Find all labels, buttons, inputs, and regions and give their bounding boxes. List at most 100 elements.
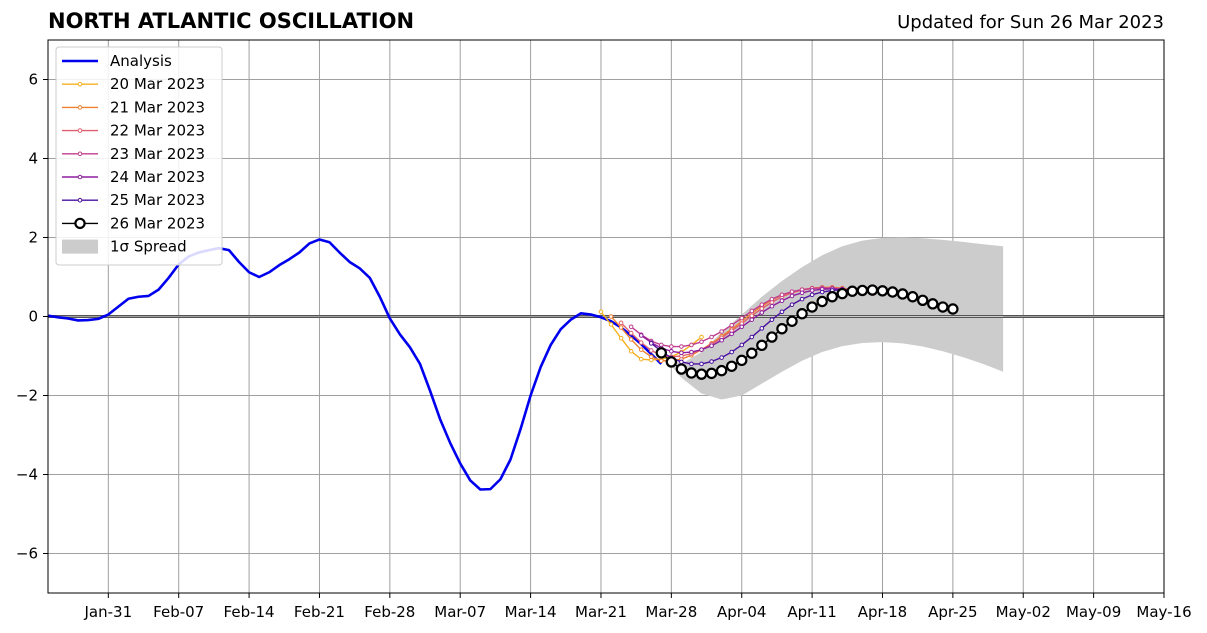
- series-line: [650, 288, 863, 365]
- data-point: [779, 298, 785, 304]
- data-point: [695, 368, 708, 380]
- data-point: [736, 354, 748, 367]
- data-point: [779, 292, 785, 298]
- data-point: [648, 348, 654, 353]
- legend-label: 24 Mar 2023: [110, 168, 205, 186]
- data-point: [679, 344, 684, 349]
- data-point: [906, 291, 919, 303]
- legend-item: 20 Mar 2023: [62, 75, 205, 93]
- data-point: [729, 322, 734, 328]
- data-point: [786, 315, 798, 327]
- data-point: [628, 324, 634, 330]
- data-point: [866, 284, 879, 296]
- data-point: [769, 303, 775, 309]
- data-point: [749, 313, 755, 319]
- y-tick-label: 4: [28, 150, 38, 168]
- legend-swatch: [62, 239, 98, 254]
- data-point: [816, 295, 828, 308]
- data-point: [766, 331, 778, 343]
- data-point: [746, 347, 758, 359]
- data-point: [669, 344, 674, 349]
- x-tick-label: Feb-07: [153, 603, 204, 621]
- data-point: [638, 356, 644, 362]
- data-point: [608, 314, 614, 319]
- data-point: [799, 290, 805, 296]
- data-point: [759, 326, 765, 331]
- data-point: [628, 330, 634, 336]
- data-point: [618, 325, 624, 330]
- legend-label: 26 Mar 2023: [110, 214, 205, 232]
- data-point: [709, 334, 714, 340]
- data-point: [809, 292, 815, 298]
- x-tick-label: May-02: [996, 603, 1051, 621]
- y-axis: 6 4 2 0 −2 −4 −6: [16, 71, 48, 563]
- data-point: [729, 331, 734, 337]
- data-point: [725, 360, 738, 372]
- legend-marker: [77, 128, 83, 133]
- y-tick-label: 0: [28, 308, 38, 326]
- x-tick-label: Mar-14: [505, 603, 557, 621]
- data-point: [876, 285, 889, 297]
- x-tick-label: Jan-31: [84, 603, 133, 621]
- chart-title: NORTH ATLANTIC OSCILLATION: [48, 9, 415, 33]
- y-tick-label: −2: [16, 387, 38, 405]
- data-point: [779, 309, 785, 315]
- legend-item: 26 Mar 2023: [62, 214, 205, 232]
- data-point: [705, 367, 718, 380]
- data-point: [749, 308, 755, 314]
- y-tick-label: −4: [16, 466, 38, 484]
- x-tick-label: Apr-04: [717, 603, 767, 621]
- legend-label: 22 Mar 2023: [110, 122, 205, 140]
- x-tick-label: Mar-07: [434, 603, 486, 621]
- legend-item: 21 Mar 2023: [62, 98, 205, 116]
- data-point: [699, 361, 704, 367]
- data-point: [638, 340, 644, 345]
- legend-marker: [77, 151, 83, 157]
- series-25-mar-2023: [648, 287, 865, 367]
- legend-item: 25 Mar 2023: [62, 191, 205, 209]
- x-tick-label: Feb-21: [294, 603, 345, 621]
- legend-box: [55, 46, 223, 266]
- x-tick-label: May-09: [1066, 603, 1121, 621]
- data-point: [809, 288, 815, 293]
- legend-item: 23 Mar 2023: [62, 145, 205, 163]
- data-point: [669, 348, 674, 354]
- data-point: [658, 358, 664, 364]
- data-point: [715, 364, 728, 377]
- data-point: [618, 320, 624, 326]
- data-point: [856, 284, 869, 297]
- x-tick-label: Apr-25: [928, 603, 978, 621]
- data-point: [917, 294, 929, 307]
- legend-marker: [77, 105, 83, 110]
- data-point: [819, 289, 825, 295]
- data-point: [776, 323, 788, 335]
- data-point: [628, 337, 634, 342]
- data-point: [679, 350, 684, 356]
- data-point: [689, 342, 694, 348]
- data-point: [759, 306, 765, 311]
- data-point: [699, 334, 704, 340]
- y-tick-label: −6: [16, 545, 38, 563]
- legend-label: 20 Mar 2023: [110, 75, 205, 93]
- data-point: [789, 293, 795, 299]
- data-point: [769, 296, 775, 302]
- legend-label: 23 Mar 2023: [110, 145, 205, 163]
- data-point: [665, 356, 678, 368]
- data-point: [756, 339, 768, 352]
- legend-marker: [77, 81, 83, 87]
- data-point: [685, 367, 698, 379]
- series-26-mar-2023: [655, 284, 959, 380]
- series-analysis: [48, 238, 663, 491]
- data-point: [947, 303, 959, 315]
- data-point: [675, 363, 688, 375]
- data-point: [769, 317, 775, 322]
- data-point: [689, 349, 694, 355]
- data-point: [689, 361, 694, 367]
- data-point: [759, 302, 765, 307]
- data-point: [638, 333, 644, 338]
- data-point: [719, 337, 724, 343]
- data-point: [759, 310, 765, 315]
- legend-label: 1σ Spread: [110, 238, 187, 256]
- legend-marker: [74, 217, 86, 230]
